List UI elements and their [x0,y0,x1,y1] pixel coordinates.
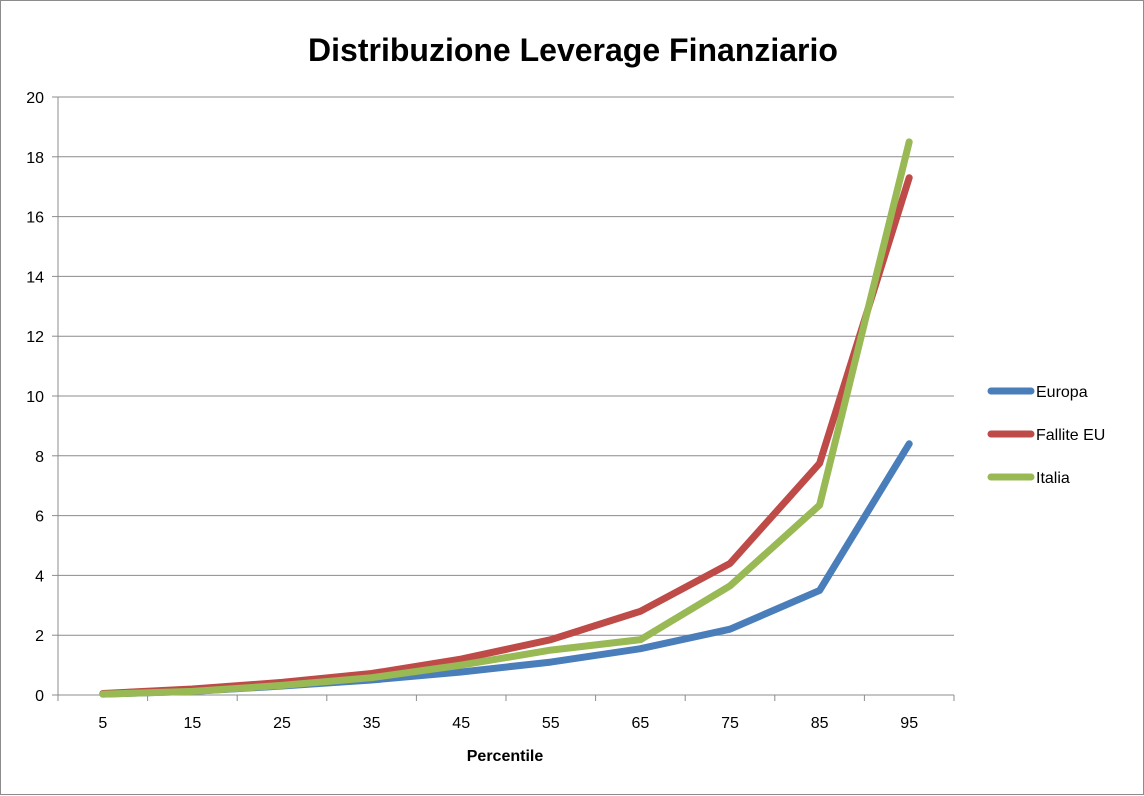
gridlines [58,96,954,636]
y-tick-label: 6 [35,509,44,526]
series-line-fallite-eu [99,174,913,697]
x-tick-labels: 5 15 25 35 45 55 65 75 85 95 [98,715,918,732]
legend-label: Italia [1036,470,1070,487]
legend-label: Fallite EU [1036,427,1105,444]
y-tick-label: 0 [35,688,44,705]
series-lines [99,138,913,698]
x-tick-label: 45 [452,715,470,732]
x-tick-label: 95 [900,715,918,732]
legend-label: Europa [1036,384,1088,401]
y-tick-label: 10 [26,389,44,406]
x-axis-title: Percentile [467,748,544,765]
y-tick-label: 2 [35,628,44,645]
axes [52,96,955,701]
x-tick-label: 15 [184,715,202,732]
x-tick-label: 25 [273,715,291,732]
y-tick-label: 20 [26,90,44,107]
y-tick-labels: 0 2 4 6 8 10 12 14 16 18 20 [26,90,44,705]
y-tick-label: 12 [26,329,44,346]
y-tick-label: 14 [26,269,44,286]
y-tick-label: 4 [35,568,44,585]
x-tick-label: 35 [363,715,381,732]
y-tick-label: 18 [26,150,44,167]
series-line-italia [99,138,913,698]
x-tick-label: 85 [811,715,829,732]
x-tick-label: 5 [98,715,107,732]
x-tick-label: 65 [632,715,650,732]
legend: Europa Fallite EU Italia [987,384,1105,487]
y-tick-label: 8 [35,449,44,466]
x-tick-label: 55 [542,715,560,732]
y-tick-label: 16 [26,210,44,227]
chart-title: Distribuzione Leverage Finanziario [308,32,838,68]
x-tick-label: 75 [721,715,739,732]
